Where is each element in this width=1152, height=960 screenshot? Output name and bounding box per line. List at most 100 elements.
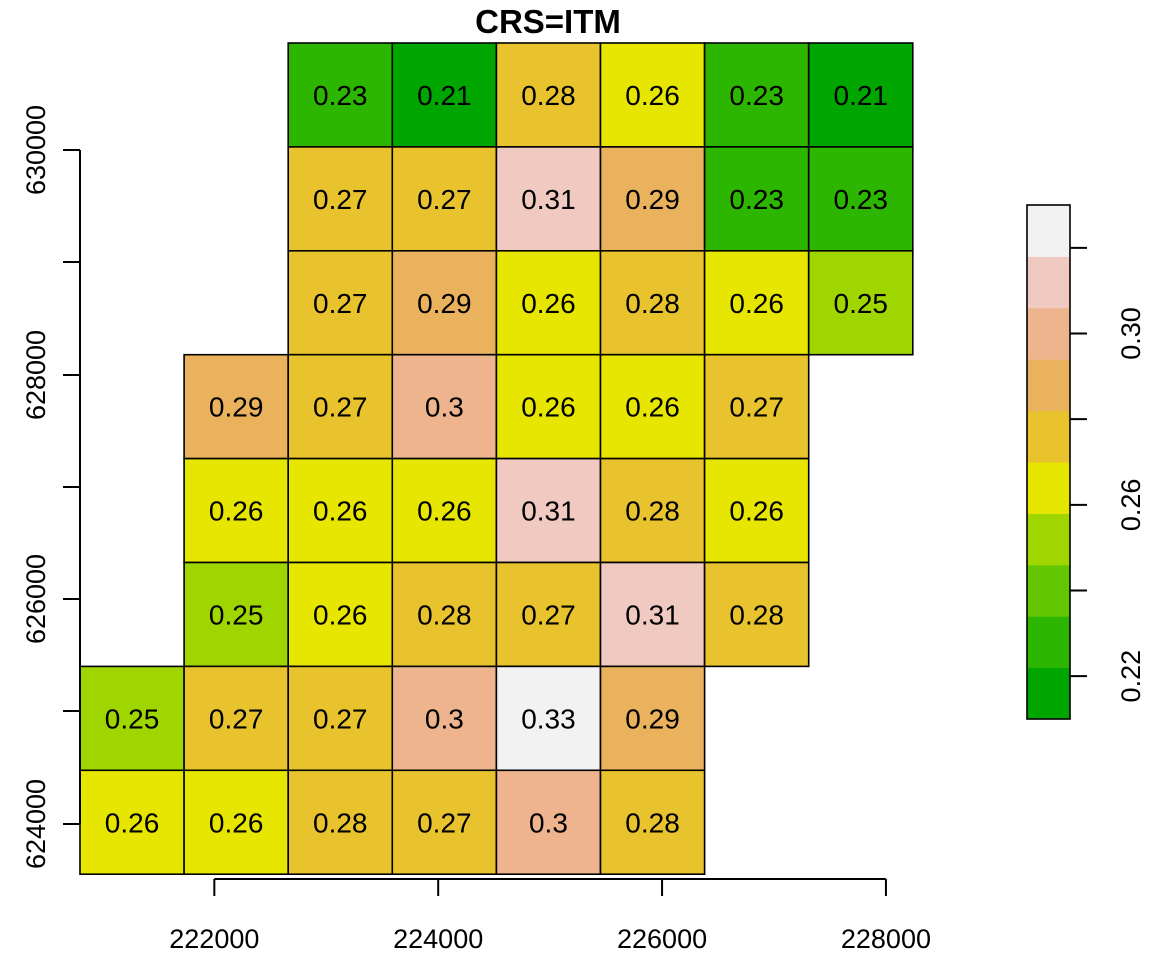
heatmap-cell	[807, 250, 914, 356]
y-tick-label: 630000	[21, 105, 51, 195]
cell-value-label: 0.27	[417, 184, 472, 215]
cell-value-label: 0.29	[625, 703, 680, 734]
heatmap-cell	[599, 665, 706, 772]
heatmap-cell	[391, 250, 498, 356]
cell-value-label: 0.31	[625, 599, 680, 630]
cell-labels: 0.23 0.21 0.28 0.26 0.23 0.21 0.27 0.27 0.31 0.29…	[105, 80, 888, 838]
cell-value-label: 0.26	[313, 599, 368, 630]
cell-value-label: 0.25	[105, 703, 160, 734]
legend-frame	[1026, 204, 1071, 720]
x-tick-label: 226000	[617, 924, 707, 954]
cell-value-label: 0.28	[625, 288, 680, 319]
x-axis: 222000 224000 226000 228000	[169, 878, 931, 954]
y-axis: 624000 626000 628000 630000	[21, 105, 81, 869]
legend-color-step	[1027, 307, 1070, 360]
cell-value-label: 0.3	[529, 807, 568, 838]
heatmap-cell	[703, 353, 810, 460]
heatmap-cell	[391, 353, 498, 460]
x-tick-label: 222000	[169, 924, 259, 954]
cell-value-label: 0.31	[521, 496, 576, 527]
heatmap-cell	[287, 769, 394, 875]
cell-value-label: 0.29	[209, 392, 264, 423]
color-legend: 0.22 0.26 0.30	[1026, 204, 1146, 720]
cell-value-label: 0.28	[625, 496, 680, 527]
legend-color-step	[1027, 513, 1070, 566]
cell-value-label: 0.26	[521, 288, 576, 319]
cell-value-label: 0.26	[417, 496, 472, 527]
cell-value-label: 0.23	[834, 184, 889, 215]
heatmap-cell	[703, 561, 810, 668]
cell-value-label: 0.27	[313, 703, 368, 734]
heatmap-cell	[287, 42, 394, 148]
cell-value-label: 0.26	[105, 807, 160, 838]
heatmap-cell	[599, 42, 706, 148]
heatmap-cell	[391, 42, 498, 148]
heatmap-cell	[495, 353, 602, 460]
legend-color-step	[1027, 616, 1070, 669]
heatmap-cell	[495, 457, 602, 564]
cell-value-label: 0.26	[729, 288, 784, 319]
heatmap-cell	[599, 250, 706, 356]
cell-value-label: 0.28	[521, 80, 576, 111]
cell-value-label: 0.28	[729, 599, 784, 630]
heatmap-cell	[599, 769, 706, 875]
legend-tick-label: 0.22	[1116, 650, 1146, 703]
cell-value-label: 0.27	[313, 288, 368, 319]
chart-title: CRS=ITM	[475, 3, 621, 40]
cell-value-label: 0.23	[729, 184, 784, 215]
heatmap-cell	[703, 457, 810, 564]
cell-value-label: 0.28	[625, 807, 680, 838]
heatmap-cells	[79, 42, 914, 875]
heatmap-cell	[183, 457, 290, 564]
cell-value-label: 0.29	[625, 184, 680, 215]
heatmap-cell	[599, 457, 706, 564]
cell-value-label: 0.26	[729, 496, 784, 527]
legend-color-step	[1027, 359, 1070, 412]
cell-value-label: 0.27	[729, 392, 784, 423]
cell-value-label: 0.28	[313, 807, 368, 838]
heatmap-cell	[807, 42, 914, 148]
cell-value-label: 0.21	[417, 80, 472, 111]
legend-color-step	[1027, 205, 1070, 257]
heatmap-cell	[183, 561, 290, 668]
heatmap-cell	[391, 457, 498, 564]
heatmap-cell	[183, 353, 290, 460]
legend-tick-label: 0.26	[1116, 479, 1146, 532]
legend-color-step	[1027, 410, 1070, 463]
cell-value-label: 0.25	[209, 599, 264, 630]
heatmap-cell	[703, 250, 810, 356]
heatmap-cell	[599, 146, 706, 252]
cell-value-label: 0.27	[313, 392, 368, 423]
cell-value-label: 0.27	[521, 599, 576, 630]
cell-value-label: 0.28	[417, 599, 472, 630]
heatmap-cell	[183, 665, 290, 772]
y-tick-label: 626000	[21, 554, 51, 644]
cell-value-label: 0.26	[625, 80, 680, 111]
legend-color-step	[1027, 256, 1070, 309]
heatmap-cell	[807, 146, 914, 252]
cell-value-label: 0.26	[625, 392, 680, 423]
heatmap-cell	[287, 665, 394, 772]
cell-value-label: 0.23	[729, 80, 784, 111]
cell-value-label: 0.3	[425, 703, 464, 734]
legend-tick-label: 0.30	[1116, 307, 1146, 360]
legend-color-step	[1027, 462, 1070, 514]
heatmap-cell	[79, 769, 185, 875]
cell-value-label: 0.26	[313, 496, 368, 527]
heatmap-cell	[79, 665, 185, 772]
legend-color-step	[1027, 564, 1070, 617]
cell-value-label: 0.33	[521, 703, 576, 734]
cell-value-label: 0.27	[209, 703, 264, 734]
cell-value-label: 0.23	[313, 80, 368, 111]
heatmap-cell	[495, 769, 602, 875]
y-tick-label: 628000	[21, 330, 51, 420]
cell-value-label: 0.25	[834, 288, 889, 319]
cell-value-label: 0.27	[417, 807, 472, 838]
cell-value-label: 0.26	[521, 392, 576, 423]
heatmap-cell	[287, 353, 394, 460]
heatmap-cell	[495, 42, 602, 148]
cell-value-label: 0.21	[834, 80, 889, 111]
heatmap-cell	[391, 665, 498, 772]
heatmap-cell	[391, 146, 498, 252]
